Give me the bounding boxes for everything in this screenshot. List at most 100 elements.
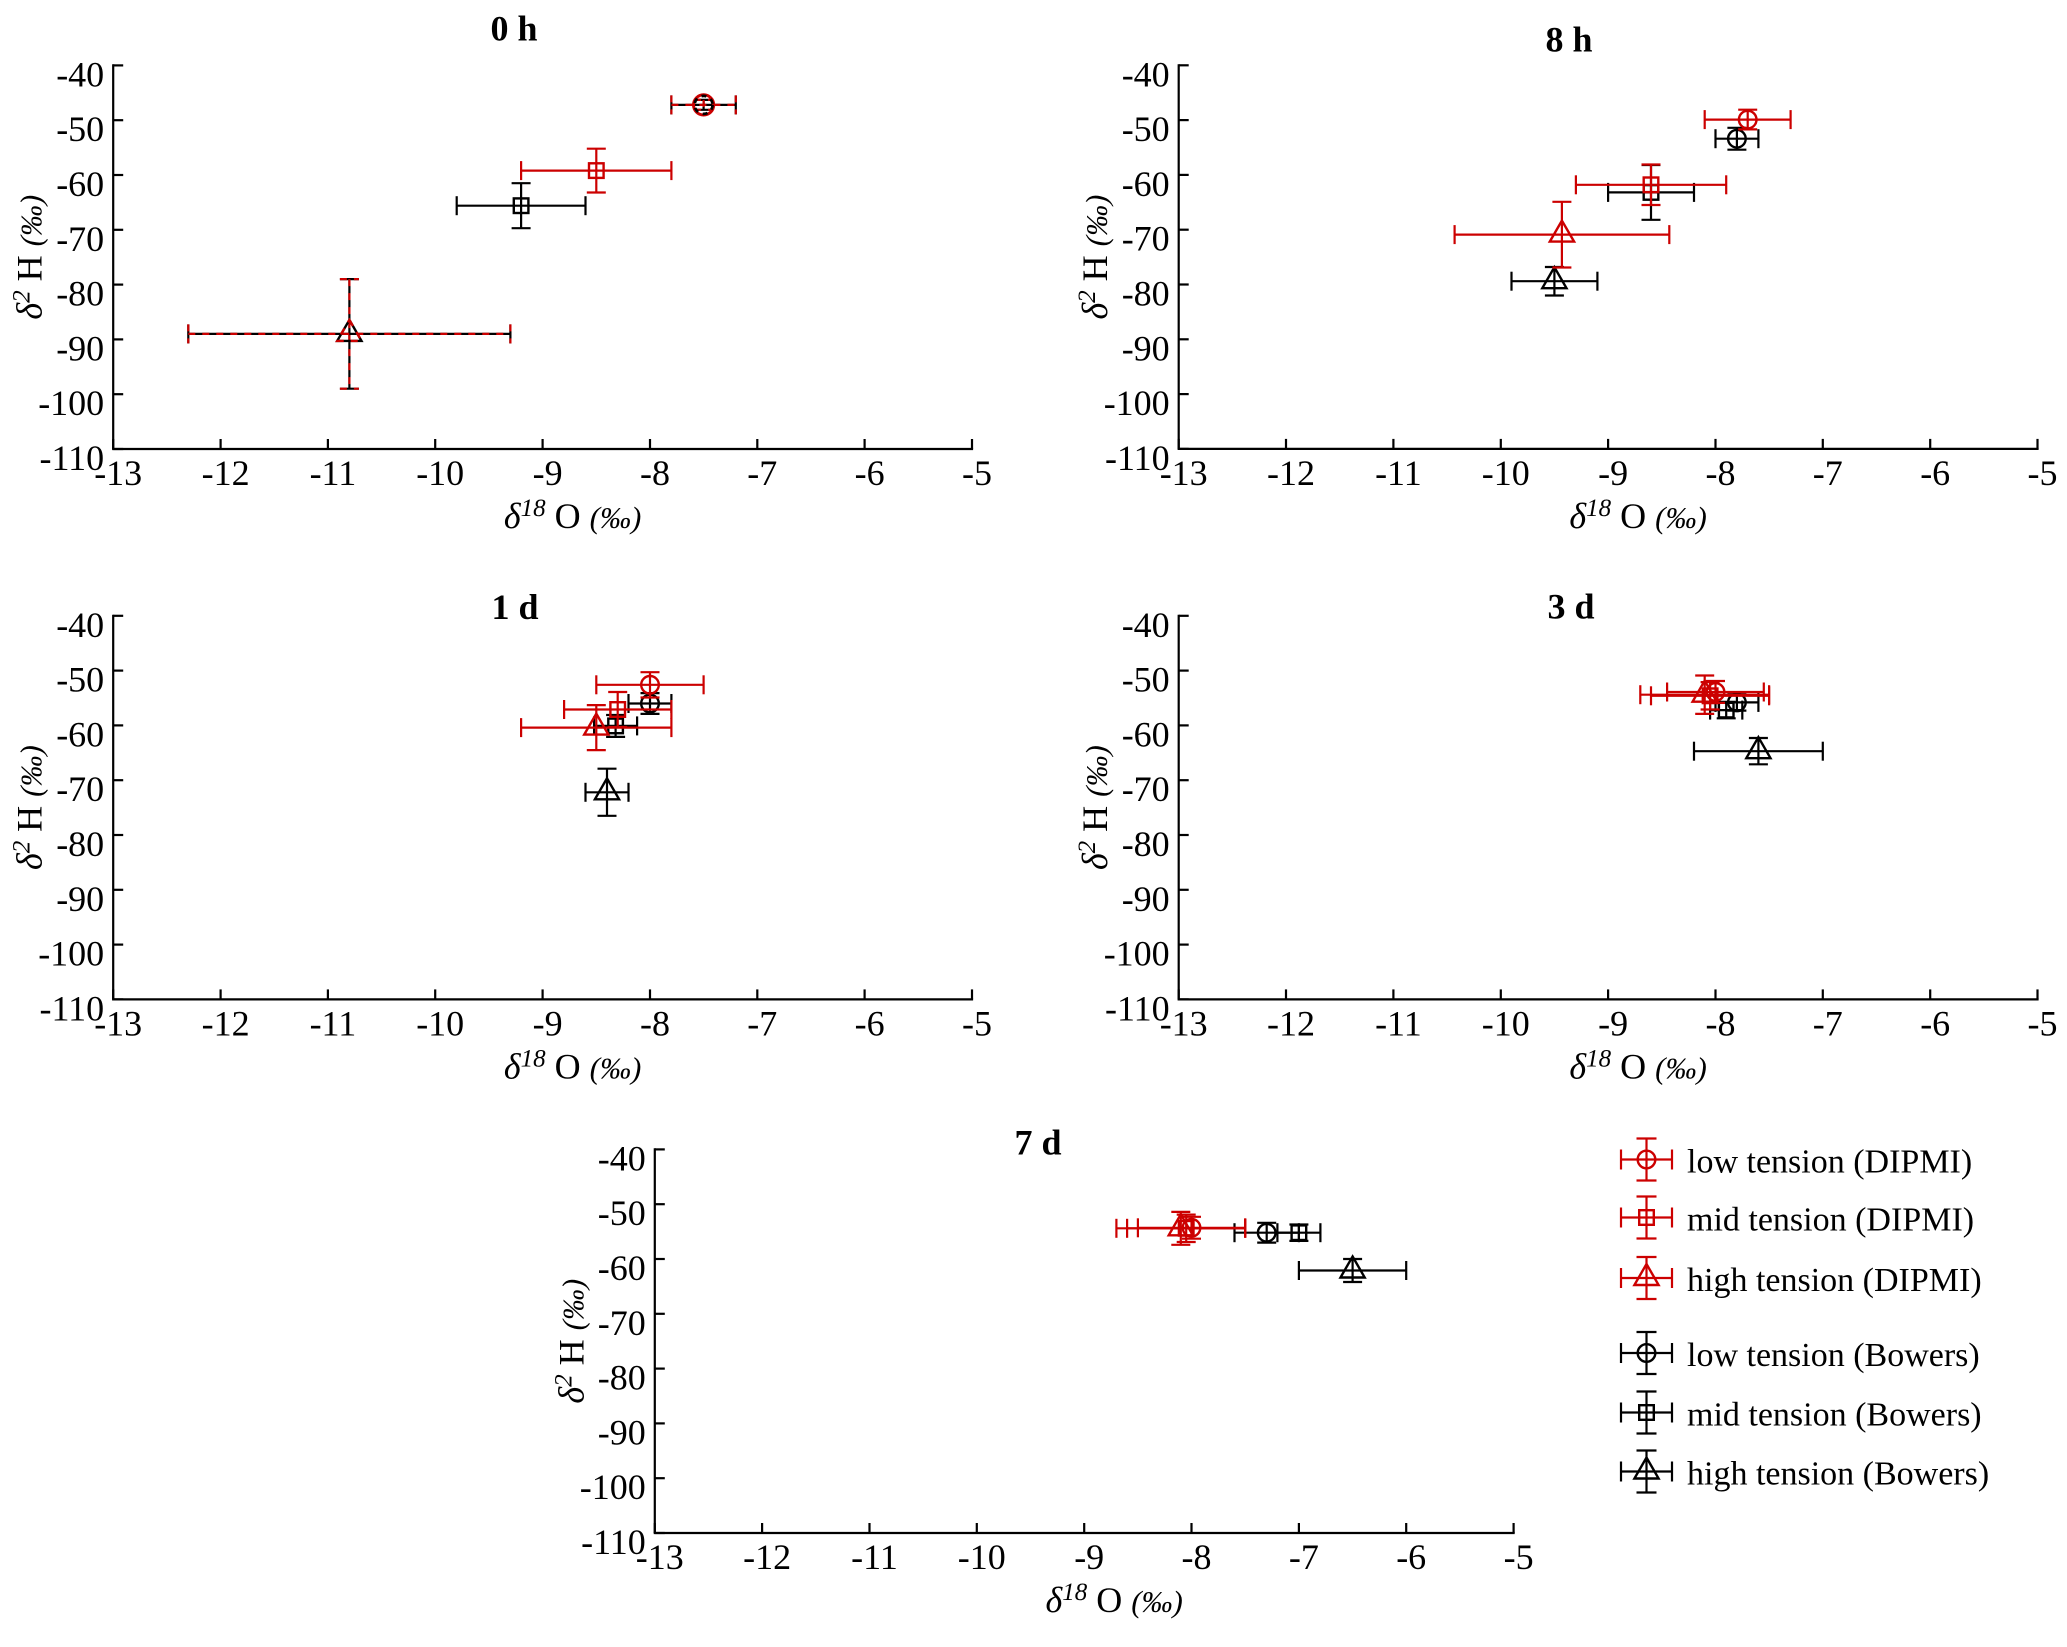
svg-text:δ2 H (‰): δ2 H (‰) [1074,745,1115,870]
svg-text:-90: -90 [1122,879,1170,919]
svg-text:-10: -10 [416,453,464,493]
svg-text:-9: -9 [1074,1537,1104,1577]
svg-text:-7: -7 [747,1003,777,1043]
svg-text:-6: -6 [855,1003,885,1043]
svg-text:0 h: 0 h [490,9,537,49]
svg-text:-100: -100 [38,383,104,423]
svg-text:-9: -9 [1598,1003,1628,1043]
svg-text:-6: -6 [1920,453,1950,493]
svg-text:7 d: 7 d [1014,1123,1061,1163]
svg-text:-11: -11 [1375,453,1422,493]
svg-text:-10: -10 [416,1003,464,1043]
svg-text:-9: -9 [1598,453,1628,493]
svg-text:-12: -12 [202,1003,250,1043]
svg-text:-90: -90 [598,1412,646,1452]
svg-text:-11: -11 [310,1003,357,1043]
svg-text:-80: -80 [56,824,104,864]
svg-text:-11: -11 [310,453,357,493]
svg-text:-60: -60 [56,164,104,204]
svg-text:-80: -80 [1122,824,1170,864]
svg-text:δ2 H (‰): δ2 H (‰) [550,1279,591,1404]
svg-text:-11: -11 [1375,1003,1422,1043]
svg-text:-13: -13 [1160,1003,1208,1043]
svg-text:-60: -60 [1122,164,1170,204]
svg-text:-8: -8 [1182,1537,1212,1577]
svg-text:δ18 O (‰): δ18 O (‰) [1046,1579,1183,1620]
svg-text:-9: -9 [533,1003,563,1043]
svg-text:-5: -5 [962,1003,992,1043]
svg-text:-40: -40 [56,605,104,645]
svg-text:-90: -90 [56,879,104,919]
svg-text:-110: -110 [581,1522,646,1562]
svg-text:-7: -7 [1813,1003,1843,1043]
svg-text:-100: -100 [1104,383,1170,423]
svg-text:-6: -6 [1920,1003,1950,1043]
svg-text:-13: -13 [1160,453,1208,493]
svg-text:-70: -70 [56,769,104,809]
svg-text:-11: -11 [851,1537,898,1577]
svg-text:-10: -10 [1482,453,1530,493]
svg-text:-8: -8 [1706,453,1736,493]
svg-text:-6: -6 [855,453,885,493]
svg-text:mid tension (DIPMI): mid tension (DIPMI) [1687,1202,1974,1239]
svg-text:δ2 H (‰): δ2 H (‰) [9,745,50,870]
svg-text:-12: -12 [1267,453,1315,493]
svg-text:-100: -100 [580,1467,646,1507]
svg-text:-5: -5 [2028,1003,2058,1043]
svg-text:-60: -60 [56,714,104,754]
svg-text:-5: -5 [962,453,992,493]
svg-text:-80: -80 [56,274,104,314]
svg-text:1 d: 1 d [491,587,538,627]
svg-text:-90: -90 [56,328,104,368]
svg-text:high tension (DIPMI): high tension (DIPMI) [1687,1262,1982,1299]
svg-text:-12: -12 [202,453,250,493]
svg-text:8 h: 8 h [1545,20,1592,60]
svg-text:low tension (DIPMI): low tension (DIPMI) [1687,1144,1972,1181]
svg-text:-60: -60 [598,1248,646,1288]
svg-text:-10: -10 [958,1537,1006,1577]
svg-text:-10: -10 [1482,1003,1530,1043]
svg-text:δ2 H (‰): δ2 H (‰) [9,195,50,320]
svg-text:-8: -8 [640,453,670,493]
svg-text:δ18 O (‰): δ18 O (‰) [504,1045,641,1086]
svg-text:-40: -40 [1122,605,1170,645]
svg-text:-7: -7 [1289,1537,1319,1577]
svg-text:-50: -50 [1122,660,1170,700]
svg-text:-80: -80 [598,1358,646,1398]
svg-text:-80: -80 [1122,274,1170,314]
svg-text:δ2 H (‰): δ2 H (‰) [1074,195,1115,320]
svg-text:-5: -5 [1504,1537,1534,1577]
svg-text:δ18 O (‰): δ18 O (‰) [504,495,641,536]
svg-text:low tension (Bowers): low tension (Bowers) [1687,1337,1980,1374]
svg-text:-50: -50 [56,660,104,700]
svg-text:-60: -60 [1122,714,1170,754]
svg-text:-13: -13 [94,1003,142,1043]
svg-text:-6: -6 [1396,1537,1426,1577]
svg-text:-8: -8 [1706,1003,1736,1043]
svg-text:-70: -70 [56,219,104,259]
svg-text:-9: -9 [533,453,563,493]
svg-text:-12: -12 [743,1537,791,1577]
svg-text:-110: -110 [40,438,105,478]
svg-text:-90: -90 [1122,328,1170,368]
svg-text:-110: -110 [40,988,105,1028]
svg-text:-40: -40 [598,1138,646,1178]
svg-text:-100: -100 [1104,934,1170,974]
svg-text:-40: -40 [1122,54,1170,94]
svg-text:-50: -50 [56,109,104,149]
svg-text:-50: -50 [598,1193,646,1233]
svg-text:-8: -8 [640,1003,670,1043]
svg-text:-13: -13 [94,453,142,493]
svg-text:-110: -110 [1105,988,1170,1028]
svg-text:-13: -13 [636,1537,684,1577]
svg-text:-70: -70 [1122,219,1170,259]
svg-text:-40: -40 [56,54,104,94]
svg-text:-70: -70 [598,1303,646,1343]
svg-text:-70: -70 [1122,769,1170,809]
svg-text:-100: -100 [38,934,104,974]
svg-text:-7: -7 [747,453,777,493]
svg-text:-12: -12 [1267,1003,1315,1043]
svg-text:-50: -50 [1122,109,1170,149]
svg-text:δ18 O (‰): δ18 O (‰) [1569,1045,1706,1086]
svg-text:δ18 O (‰): δ18 O (‰) [1569,495,1706,536]
